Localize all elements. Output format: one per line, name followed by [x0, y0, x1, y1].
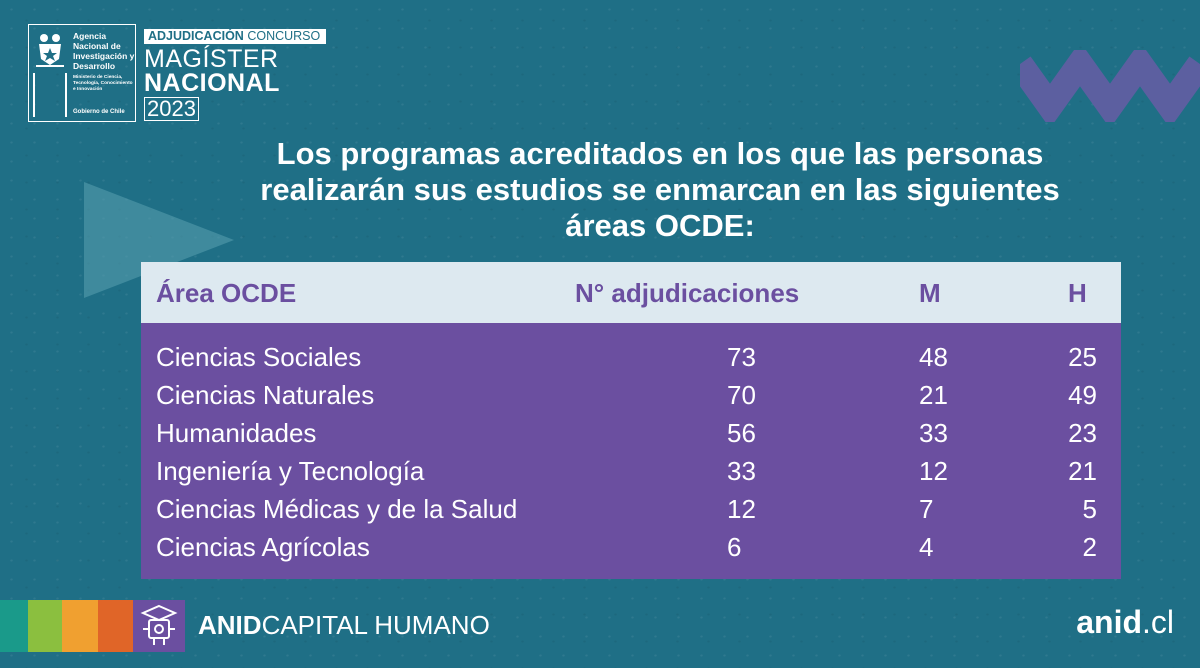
site-bold: anid: [1076, 604, 1142, 640]
cell-awards: 70: [727, 380, 756, 410]
decorative-triangle: [84, 182, 234, 298]
brand-rest: CAPITAL HUMANO: [261, 610, 490, 640]
contest-line1: MAGÍSTER: [144, 45, 279, 73]
header-awards: N° adjudicaciones: [575, 278, 800, 308]
table-row: Ciencias Sociales 73 48 25: [141, 338, 1121, 376]
brand-bold: ANID: [198, 610, 262, 640]
header-h: H: [1068, 278, 1087, 308]
table-row: Ciencias Naturales 70 21 49: [141, 376, 1121, 414]
cell-awards: 73: [727, 342, 756, 372]
cell-m: 33: [919, 418, 948, 448]
table-row: Ciencias Médicas y de la Salud 12 7 5: [141, 490, 1121, 528]
ministry-name: Ministerio de Ciencia, Tecnología, Conoc…: [73, 75, 133, 92]
header-area: Área OCDE: [156, 278, 297, 308]
cell-m: 48: [919, 342, 948, 372]
cell-m: 21: [919, 380, 948, 410]
cell-h: 5: [1082, 494, 1097, 524]
stripe-orange: [62, 600, 98, 652]
contest-line2: NACIONAL: [144, 69, 280, 97]
cell-area: Ciencias Sociales: [156, 342, 362, 372]
stripe-red: [98, 600, 133, 652]
ocde-table: Área OCDE N° adjudicaciones M H Ciencias…: [141, 262, 1121, 579]
chile-coat-of-arms-icon: [33, 29, 67, 117]
cell-m: 4: [919, 532, 934, 562]
cell-area: Ciencias Agrícolas: [156, 532, 370, 562]
table-row: Ciencias Agrícolas 6 4 2: [141, 528, 1121, 566]
cell-m: 7: [919, 494, 934, 524]
table-row: Ingeniería y Tecnología 33 12 21: [141, 452, 1121, 490]
agency-logo: Agencia Nacional de Investigación y Desa…: [28, 24, 136, 122]
banner-rest: CONCURSO: [243, 29, 321, 43]
website-link[interactable]: anid.cl: [1076, 604, 1174, 641]
cell-awards: 33: [727, 456, 756, 486]
cell-area: Ciencias Médicas y de la Salud: [156, 494, 518, 524]
contest-banner: ADJUDICACIÓN CONCURSO: [144, 29, 327, 44]
cell-h: 21: [1068, 456, 1097, 486]
cell-m: 12: [919, 456, 948, 486]
site-rest: .cl: [1142, 604, 1174, 640]
cell-h: 25: [1068, 342, 1097, 372]
table-header: Área OCDE N° adjudicaciones M H: [141, 262, 1121, 323]
cell-area: Humanidades: [156, 418, 317, 448]
cell-h: 23: [1068, 418, 1097, 448]
banner-bold: ADJUDICACIÓN: [148, 29, 244, 43]
cell-area: Ingeniería y Tecnología: [156, 456, 425, 486]
stripe-teal: [0, 600, 28, 652]
cell-awards: 12: [727, 494, 756, 524]
cell-area: Ciencias Naturales: [156, 380, 375, 410]
stripe-green: [28, 600, 62, 652]
agency-name: Agencia Nacional de Investigación y Desa…: [73, 31, 135, 71]
graduate-robot-icon: [133, 600, 185, 652]
header-m: M: [919, 278, 941, 308]
cell-h: 2: [1082, 532, 1097, 562]
cell-h: 49: [1068, 380, 1097, 410]
page-heading: Los programas acreditados en los que las…: [260, 136, 1060, 243]
footer-brand: ANIDCAPITAL HUMANO: [198, 610, 490, 640]
table-row: Humanidades 56 33 23: [141, 414, 1121, 452]
decorative-zigzag: [1020, 50, 1200, 122]
contest-badge: ADJUDICACIÓN CONCURSO MAGÍSTER NACIONAL …: [144, 25, 327, 121]
cell-awards: 56: [727, 418, 756, 448]
table-body: Ciencias Sociales 73 48 25 Ciencias Natu…: [141, 323, 1121, 566]
government-name: Gobierno de Chile: [73, 109, 125, 115]
contest-year: 2023: [144, 97, 199, 121]
cell-awards: 6: [727, 532, 742, 562]
